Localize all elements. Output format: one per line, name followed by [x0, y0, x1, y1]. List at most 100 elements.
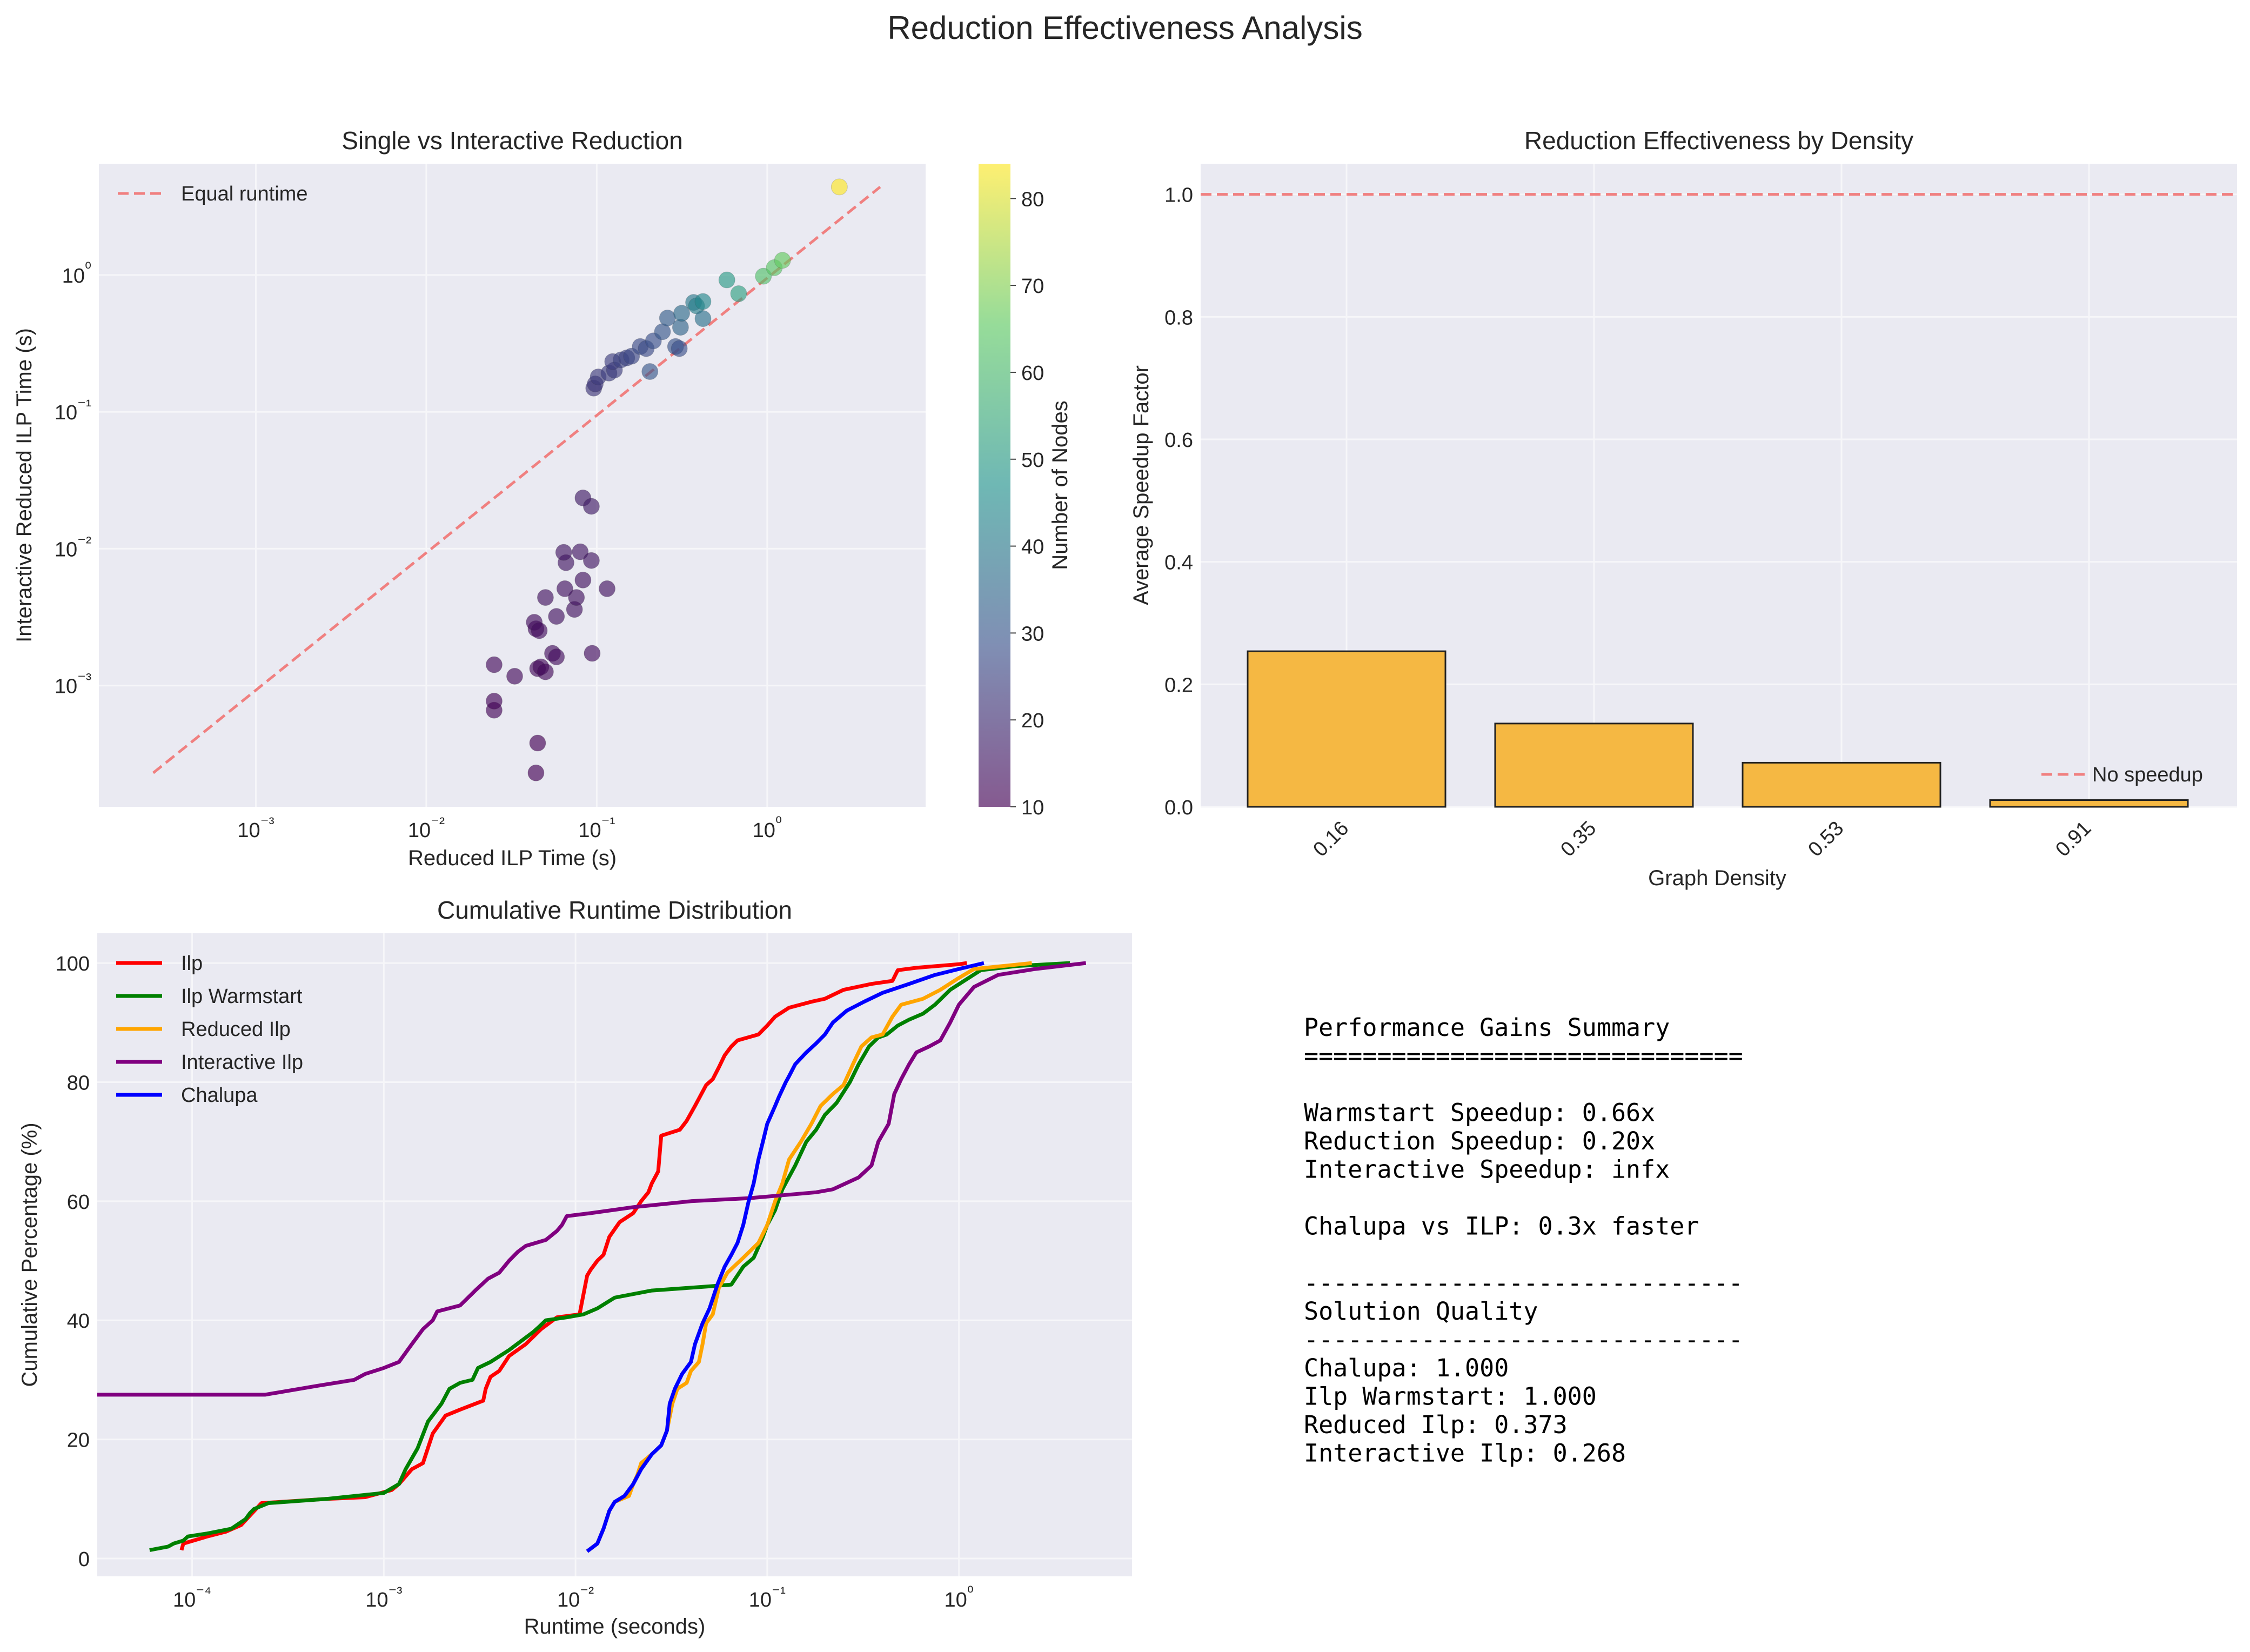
summary-line: Ilp Warmstart: 1.000	[1304, 1382, 1597, 1411]
x-tick-label: 10⁻⁴	[173, 1584, 211, 1611]
x-tick-label: 10⁰	[944, 1584, 973, 1611]
summary-line: Chalupa: 1.000	[1304, 1354, 1509, 1382]
x-tick-label: 10⁻²	[408, 814, 445, 842]
scatter-point	[485, 692, 503, 710]
scatter-point	[694, 310, 712, 327]
x-tick-label: 10⁻³	[365, 1584, 402, 1611]
y-tick-label: 20	[67, 1429, 90, 1452]
x-tick-label: 10⁻³	[237, 814, 274, 842]
y-axis-label: Cumulative Percentage (%)	[18, 1122, 42, 1387]
scatter-point	[568, 589, 585, 606]
colorbar-tick-label: 80	[1021, 188, 1044, 211]
x-tick-label: 0.16	[1309, 817, 1353, 861]
y-tick-label: 0.4	[1164, 552, 1193, 574]
y-tick-label: 100	[56, 953, 90, 975]
y-tick-label: 10⁻¹	[55, 397, 91, 424]
colorbar: 10 20 30 40 50 60 70 80 Number of Nodes	[979, 164, 1072, 819]
scatter-panel: 10⁻³ 10⁻² 10⁻¹ 10⁰ 10⁻³ 10⁻² 10⁻¹ 10⁰ Single vs …	[12, 126, 926, 870]
legend-label-no-speedup: No speedup	[2092, 764, 2203, 786]
colorbar-scale	[979, 164, 1010, 807]
x-tick-label: 10⁰	[753, 814, 782, 842]
summary-line: ------------------------------	[1304, 1326, 1743, 1354]
y-tick-label: 40	[67, 1310, 90, 1333]
y-tick-label: 10⁻³	[55, 671, 91, 698]
scatter-point	[672, 319, 689, 336]
scatter-point	[582, 498, 600, 515]
bar	[1494, 723, 1694, 808]
scatter-point	[584, 645, 601, 662]
plot-area	[99, 164, 926, 807]
scatter-point	[572, 543, 589, 560]
panel-title: Single vs Interactive Reduction	[341, 126, 683, 155]
x-axis-label: Graph Density	[1648, 866, 1786, 890]
scatter-point	[599, 580, 616, 597]
scatter-point	[537, 589, 554, 606]
legend-label: Reduced Ilp	[181, 1018, 291, 1041]
scatter-point	[673, 305, 691, 322]
x-tick-label: 10⁻¹	[578, 814, 615, 842]
summary-line: Warmstart Speedup: 0.66x	[1304, 1099, 1655, 1127]
colorbar-tick-label: 50	[1021, 449, 1044, 472]
summary-line: ------------------------------	[1304, 1269, 1743, 1297]
scatter-point	[641, 363, 659, 380]
y-tick-label: 0.0	[1164, 797, 1193, 819]
summary-line: Interactive Ilp: 0.268	[1304, 1439, 1626, 1468]
colorbar-tick-label: 40	[1021, 536, 1044, 559]
scatter-point	[582, 552, 600, 569]
legend-label: Ilp	[181, 952, 203, 975]
summary-line: ==============================	[1304, 1042, 1743, 1071]
bar	[1247, 650, 1447, 808]
summary-line: Reduction Speedup: 0.20x	[1304, 1127, 1655, 1155]
colorbar-tick-label: 20	[1021, 710, 1044, 732]
y-axis-label: Interactive Reduced ILP Time (s)	[12, 328, 36, 643]
summary-text-block: Performance Gains Summary===============…	[1304, 1013, 1743, 1468]
scatter-point	[529, 734, 546, 752]
colorbar-tick-label: 30	[1021, 623, 1044, 645]
colorbar-tick-label: 70	[1021, 275, 1044, 298]
y-tick-label: 10⁰	[62, 260, 91, 287]
scatter-point	[527, 764, 545, 781]
x-axis-label: Runtime (seconds)	[524, 1615, 706, 1638]
scatter-point	[537, 663, 554, 680]
colorbar-label: Number of Nodes	[1048, 400, 1072, 570]
x-axis-label: Reduced ILP Time (s)	[408, 846, 617, 870]
series-line	[586, 961, 985, 1553]
summary-line: Interactive Speedup: infx	[1304, 1155, 1670, 1184]
scatter-point	[548, 648, 565, 666]
x-tick-label: 0.53	[1804, 817, 1848, 861]
summary-line: Performance Gains Summary	[1304, 1013, 1670, 1042]
legend-label: Ilp Warmstart	[181, 985, 303, 1008]
bar	[1989, 799, 2189, 808]
scatter-point	[574, 571, 592, 588]
cdf-panel: 10⁻⁴ 10⁻³ 10⁻² 10⁻¹ 10⁰ 0 20 40 60 80 100 Cumulativ…	[18, 896, 1132, 1638]
bar-panel: 0.0 0.2 0.4 0.6 0.8 1.0 0.16 0.35 0.53 0.91 Reduct…	[1129, 126, 2237, 890]
summary-line: Reduced Ilp: 0.373	[1304, 1410, 1568, 1439]
equal-runtime-line	[152, 185, 881, 774]
figure-title: Reduction Effectiveness Analysis	[887, 10, 1362, 46]
bar	[1742, 761, 1941, 808]
panel-title: Reduction Effectiveness by Density	[1524, 126, 1913, 155]
x-tick-label: 0.35	[1556, 817, 1601, 861]
scatter-point	[531, 622, 548, 639]
y-tick-label: 0.8	[1164, 306, 1193, 329]
scatter-point	[485, 656, 503, 673]
colorbar-tick-label: 60	[1021, 362, 1044, 385]
y-tick-label: 0.2	[1164, 674, 1193, 697]
x-tick-label: 0.91	[2051, 817, 2095, 861]
scatter-point	[506, 667, 523, 685]
y-tick-label: 0	[78, 1548, 90, 1571]
y-tick-label: 10⁻²	[55, 533, 91, 561]
summary-line: Chalupa vs ILP: 0.3x faster	[1304, 1212, 1699, 1241]
panel-title: Cumulative Runtime Distribution	[437, 896, 792, 924]
scatter-point	[556, 580, 573, 597]
legend-label-equal-runtime: Equal runtime	[181, 183, 307, 205]
scatter-point	[548, 608, 565, 625]
scatter-point	[718, 271, 735, 289]
y-tick-label: 0.6	[1164, 429, 1193, 452]
y-tick-label: 60	[67, 1191, 90, 1214]
scatter-point	[774, 252, 791, 269]
scatter-point	[555, 544, 572, 561]
x-tick-label: 10⁻¹	[749, 1584, 786, 1611]
y-axis-label: Average Speedup Factor	[1129, 365, 1153, 605]
